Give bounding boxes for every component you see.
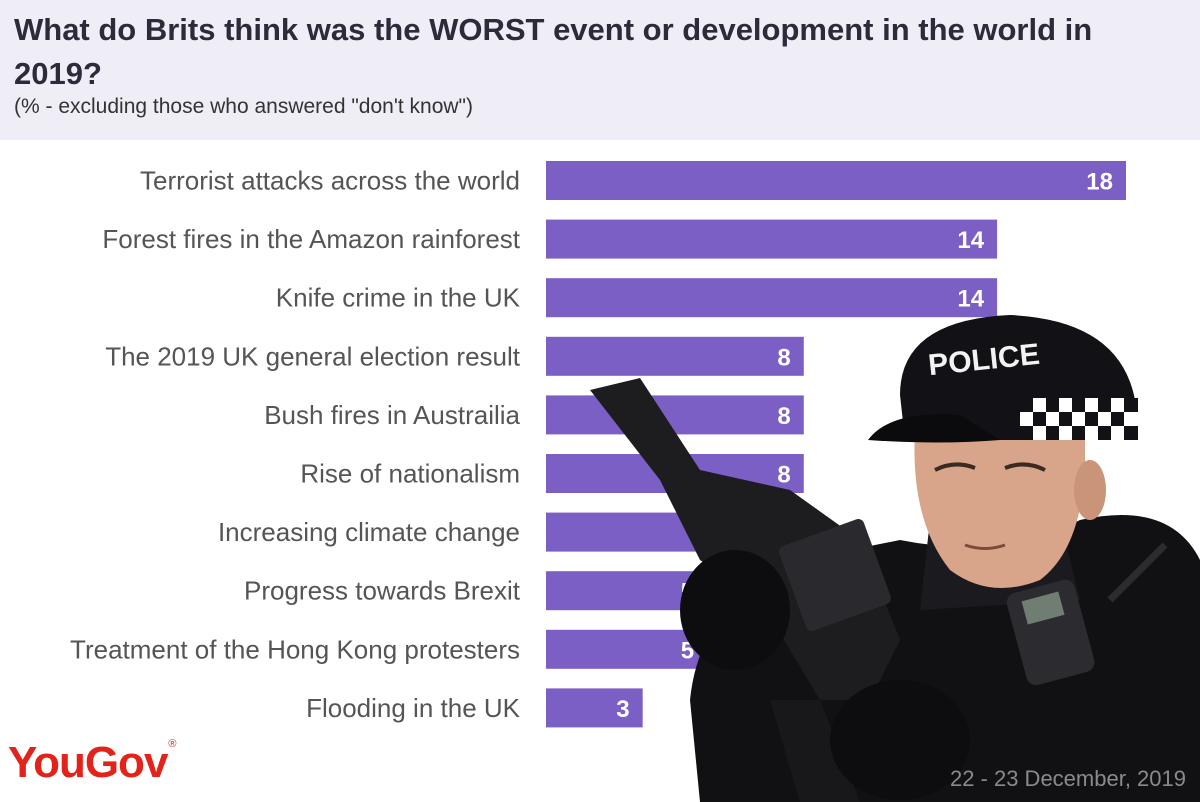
category-label-6: Increasing climate change [218,517,520,547]
value-label-9: 3 [616,696,629,723]
bar-5 [546,454,804,493]
category-label-3: The 2019 UK general election result [105,341,521,371]
category-label-1: Forest fires in the Amazon rainforest [102,224,520,254]
category-label-5: Rise of nationalism [300,459,520,489]
value-label-6: 7 [745,520,758,547]
value-label-8: 5 [681,637,694,664]
value-label-3: 8 [777,344,790,371]
value-label-5: 8 [777,462,790,489]
header-banner: What do Brits think was the WORST event … [0,0,1200,140]
bar-0 [546,161,1126,200]
registered-mark: ® [168,738,176,750]
bar-4 [546,395,804,435]
bar-2 [546,278,998,318]
chart-subtitle: (% - excluding those who answered "don't… [14,95,473,118]
yougov-logo: YouGov® [8,738,177,788]
category-label-4: Bush fires in Austrailia [264,400,520,430]
category-label-2: Knife crime in the UK [276,283,521,313]
survey-date: 22 - 23 December, 2019 [949,766,1186,791]
value-label-7: 5 [681,579,694,606]
value-label-0: 18 [1086,169,1113,196]
brand-name: YouGov [8,738,168,787]
category-label-0: Terrorist attacks across the world [140,166,520,196]
bar-6 [546,512,772,552]
category-label-8: Treatment of the Hong Kong protesters [70,634,520,664]
value-label-4: 8 [777,403,790,430]
chart-title: What do Brits think was the WORST event … [14,12,1093,91]
value-label-1: 14 [957,227,984,254]
category-label-9: Flooding in the UK [306,693,521,723]
bar-1 [546,219,998,259]
value-label-2: 14 [957,286,984,313]
category-label-7: Progress towards Brexit [244,576,521,606]
bar-3 [546,336,804,376]
